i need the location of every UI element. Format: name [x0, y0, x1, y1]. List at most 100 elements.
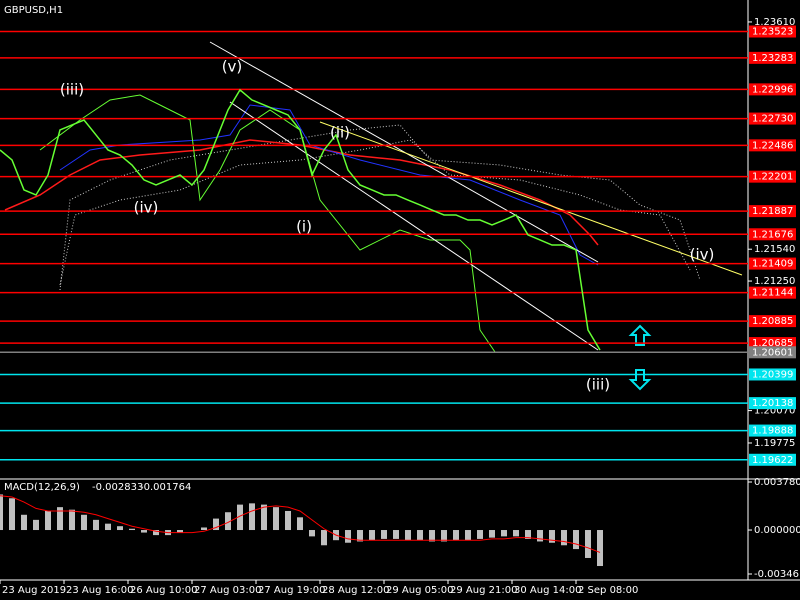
signal-line [0, 495, 601, 553]
level-label: 1.23283 [752, 53, 793, 64]
signal-value: -0.001764 [140, 482, 191, 493]
level-label-box [749, 424, 796, 437]
y-tick-label: 0.003780 [754, 477, 800, 488]
level-label: 1.22996 [752, 84, 793, 95]
macd-bar [573, 530, 579, 550]
y-tick-label: -0.003461 [754, 569, 800, 580]
macd-bar [21, 514, 27, 531]
y-tick-label: 1.19775 [754, 438, 795, 449]
level-label-box [749, 397, 796, 410]
macd-bar [513, 530, 519, 537]
macd-bar [9, 498, 15, 531]
level-label-box [749, 228, 796, 241]
price-line [0, 88, 601, 351]
macd-bar [81, 514, 87, 531]
level-label-box [749, 51, 796, 64]
level-label-box [749, 337, 796, 350]
level-label-box [749, 170, 796, 183]
x-tick-label: 29 Aug 21:00 [450, 585, 517, 596]
macd-bar [105, 523, 111, 531]
macd-bar [417, 530, 423, 541]
macd-bar [129, 528, 135, 531]
arrow-down [628, 369, 652, 391]
wave-label: (iv) [134, 198, 159, 216]
macd-bar [381, 530, 387, 539]
macd-bar [117, 526, 123, 531]
level-label-box [749, 286, 796, 299]
macd-bar [537, 530, 543, 542]
y-tick-label: 0.000000 [754, 525, 800, 536]
level-label: 1.21144 [752, 288, 793, 299]
wave-label: (iii) [60, 80, 84, 98]
macd-bar [273, 507, 279, 531]
macd-bar [225, 512, 231, 531]
level-label: 1.19622 [752, 455, 793, 466]
macd-bar [501, 530, 507, 537]
wave-label: (v) [222, 57, 243, 75]
macd-bar [525, 530, 531, 539]
wave-label: (iii) [586, 376, 610, 394]
x-tick-label: 23 Aug 2019 [2, 585, 66, 596]
macd-bar [177, 530, 183, 533]
macd-bar [45, 510, 51, 531]
macd-bar [285, 510, 291, 531]
level-label-box [749, 205, 796, 218]
level-label-box [749, 139, 796, 152]
level-label-box [749, 257, 796, 270]
ichimoku-cloud [59, 139, 691, 286]
y-tick-label: 1.23610 [754, 17, 795, 28]
macd-bar [213, 518, 219, 531]
macd-bar [477, 530, 483, 539]
wave-label: (i) [296, 217, 312, 235]
macd-bar [237, 504, 243, 531]
macd-bar [405, 530, 411, 541]
macd-bar [561, 530, 567, 546]
macd-title: MACD(12,26,9) [4, 482, 80, 493]
level-label: 1.21676 [752, 229, 793, 240]
level-label: 1.20601 [752, 347, 793, 358]
macd-value: -0.002833 [92, 482, 143, 493]
channel-line [229, 101, 599, 351]
x-tick-label: 23 Aug 16:00 [66, 585, 133, 596]
level-label: 1.21409 [752, 259, 793, 270]
x-tick-label: 29 Aug 05:00 [386, 585, 453, 596]
macd-bar [57, 507, 63, 531]
macd-bar [549, 530, 555, 543]
macd-bar [465, 530, 471, 541]
macd-bar [369, 530, 375, 541]
level-label: 1.23523 [752, 27, 793, 38]
level-label: 1.20685 [752, 338, 793, 349]
x-tick-label: 27 Aug 19:00 [258, 585, 325, 596]
level-label: 1.20138 [752, 398, 793, 409]
level-label-box [749, 368, 796, 381]
x-tick-label: 26 Aug 10:00 [130, 585, 197, 596]
x-tick-label: 27 Aug 03:00 [194, 585, 261, 596]
wave-label: (iv) [690, 246, 715, 264]
level-label: 1.21887 [752, 206, 793, 217]
macd-bar [429, 530, 435, 542]
level-label-box [749, 112, 796, 125]
macd-bar [201, 527, 207, 531]
level-label: 1.22730 [752, 114, 793, 125]
lagging-span [39, 94, 496, 353]
level-label: 1.19888 [752, 426, 793, 437]
x-tick-label: 30 Aug 14:00 [514, 585, 581, 596]
x-tick-label: 2 Sep 08:00 [578, 585, 638, 596]
wave-label: (ii) [330, 123, 350, 141]
macd-bar [93, 519, 99, 531]
macd-bar [585, 530, 591, 558]
macd-bar [321, 530, 327, 546]
macd-bar [0, 494, 3, 531]
macd-bar [489, 530, 495, 538]
level-label-box [749, 346, 796, 359]
level-label: 1.22201 [752, 172, 793, 183]
macd-bar [597, 530, 603, 567]
macd-bar [141, 530, 147, 533]
macd-bar [393, 530, 399, 539]
x-tick-label: 28 Aug 12:00 [322, 585, 389, 596]
macd-bar [153, 530, 159, 536]
macd-bar [33, 519, 39, 531]
channel-line [319, 121, 743, 276]
